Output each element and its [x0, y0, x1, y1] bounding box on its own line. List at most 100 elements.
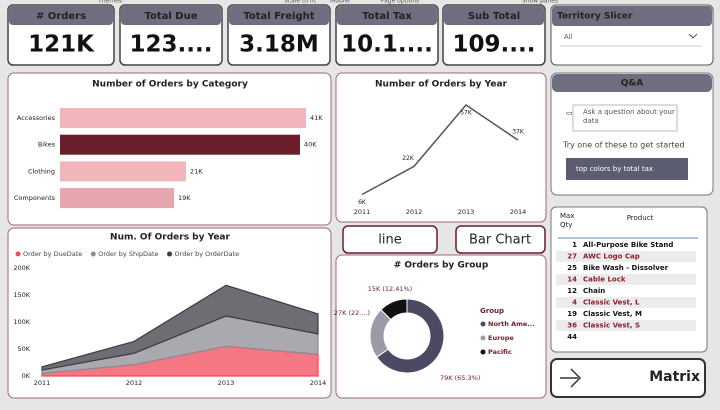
product-cell: Classic Vest, M — [583, 310, 642, 318]
ribbon-label: Mobile — [330, 0, 350, 5]
x-tick-label: 2014 — [510, 208, 527, 216]
charts: Number of Orders by Category Accessories 4… — [13, 80, 534, 388]
qa-suggestion: top colors by total tax — [576, 165, 653, 173]
x-tick-label: 2012 — [126, 379, 143, 387]
qty-cell: 44 — [567, 333, 577, 341]
donut-slice — [375, 298, 445, 374]
bar-button[interactable] — [455, 225, 546, 254]
bar — [60, 161, 186, 182]
slicer-value[interactable]: All — [564, 33, 573, 41]
qa-header — [552, 74, 712, 92]
data-label: 41K — [310, 114, 323, 122]
x-tick-label: 2013 — [218, 379, 235, 387]
x-tick-label: 2012 — [406, 208, 423, 216]
qa-prompt: Try one of these to get started — [562, 141, 685, 150]
product-cell: All-Purpose Bike Stand — [583, 241, 673, 249]
legend-label: Order by DueDate — [23, 250, 82, 258]
product-cell: Bike Wash - Dissolver — [583, 264, 669, 272]
qty-cell: 1 — [572, 241, 577, 249]
y-tick-label: 100K — [13, 318, 30, 326]
matrix-header: Product — [627, 214, 654, 222]
arrow-icon — [560, 368, 582, 388]
x-tick-label: 2013 — [458, 208, 475, 216]
legend-dot — [15, 251, 21, 257]
chart-title: # Orders by Group — [394, 261, 489, 271]
qa-title: Q&A — [621, 79, 643, 89]
data-label: 40K — [304, 141, 317, 149]
qty-cell: 4 — [572, 299, 577, 307]
ribbon-label: Themes — [97, 0, 122, 5]
ribbon-label: Page options — [381, 0, 420, 5]
chart-title: Number of Orders by Category — [92, 80, 248, 90]
qa-input[interactable] — [572, 104, 678, 132]
chart-title: Number of Orders by Year — [375, 80, 508, 90]
data-label: 27K (22....) — [334, 309, 370, 317]
x-tick-label: 2014 — [310, 379, 327, 387]
bar — [60, 134, 300, 155]
data-label: 79K (65.3%) — [440, 374, 480, 382]
legend-label: Europe — [488, 334, 514, 342]
card-value: 3.18M — [239, 32, 319, 58]
line — [361, 104, 519, 196]
legend-title: Group — [480, 307, 504, 315]
qty-cell: 36 — [567, 322, 577, 330]
product-cell: Cable Lock — [583, 276, 626, 284]
area — [41, 284, 319, 371]
data-label: 22K — [402, 155, 415, 162]
row-band — [556, 297, 696, 308]
ribbon-label: Scale to fit — [284, 0, 317, 5]
card-header — [121, 6, 221, 25]
card-value: 109.... — [453, 32, 536, 58]
bar — [60, 108, 306, 128]
data-label: 21K — [190, 167, 203, 175]
button-label: Matrix — [649, 369, 700, 385]
data-label: 19K — [178, 194, 191, 202]
button-label: Bar Chart — [469, 233, 531, 248]
card-title: Total Freight — [243, 11, 314, 22]
legend-dot — [480, 349, 486, 355]
panel — [335, 72, 547, 223]
y-tick-label: Bikes — [38, 141, 56, 149]
card-value: 123.... — [130, 32, 213, 58]
y-tick-label: 200K — [13, 264, 30, 272]
donut-slice — [380, 298, 408, 321]
card-header — [444, 6, 544, 25]
qty-cell: 27 — [567, 253, 577, 261]
matrix-rows: 1 All-Purpose Bike Stand 27 AWC Logo Cap 25 B… — [556, 241, 696, 341]
data-label: 37K — [512, 129, 525, 136]
qa-placeholder[interactable]: Ask a question about your data — [583, 108, 675, 125]
x-tick-label: 2011 — [34, 379, 51, 387]
legend-dot — [480, 335, 486, 341]
product-cell: Classic Vest, L — [583, 299, 640, 307]
legend-dot — [480, 321, 486, 327]
dropdown-icon — [688, 33, 698, 39]
card-title: # Orders — [36, 11, 86, 22]
chart-title: Num. Of Orders by Year — [110, 233, 230, 243]
card-value: 121K — [28, 32, 95, 58]
product-cell: AWC Logo Cap — [583, 253, 640, 261]
card-value: 10.1.... — [341, 32, 433, 58]
card-header — [337, 6, 437, 25]
slicer-title: Territory Slicer — [557, 12, 633, 22]
y-tick-label: 0K — [22, 372, 31, 380]
x-tick-label: 2011 — [354, 208, 371, 216]
slicer-header — [552, 6, 712, 26]
y-tick-label: Accessories — [17, 114, 56, 122]
legend-dot — [90, 251, 96, 257]
qa-suggestion-button[interactable] — [566, 158, 688, 180]
row-band — [556, 320, 696, 331]
data-label: 57K — [460, 110, 473, 117]
y-tick-label: Components — [14, 194, 56, 202]
matrix-button[interactable] — [550, 358, 706, 398]
legend-label: North Ame... — [488, 320, 535, 328]
line-button[interactable] — [342, 225, 438, 254]
legend-label: Order by ShipDate — [98, 250, 158, 258]
card-header — [9, 6, 113, 25]
legend-label: Pacific — [488, 348, 512, 356]
y-tick-label: 150K — [13, 291, 30, 299]
ribbon: Themes Scale to fit Mobile Page options Show… — [97, 0, 558, 5]
bar — [60, 188, 174, 209]
y-tick-label: Clothing — [28, 167, 55, 175]
qty-cell: 25 — [567, 264, 577, 272]
